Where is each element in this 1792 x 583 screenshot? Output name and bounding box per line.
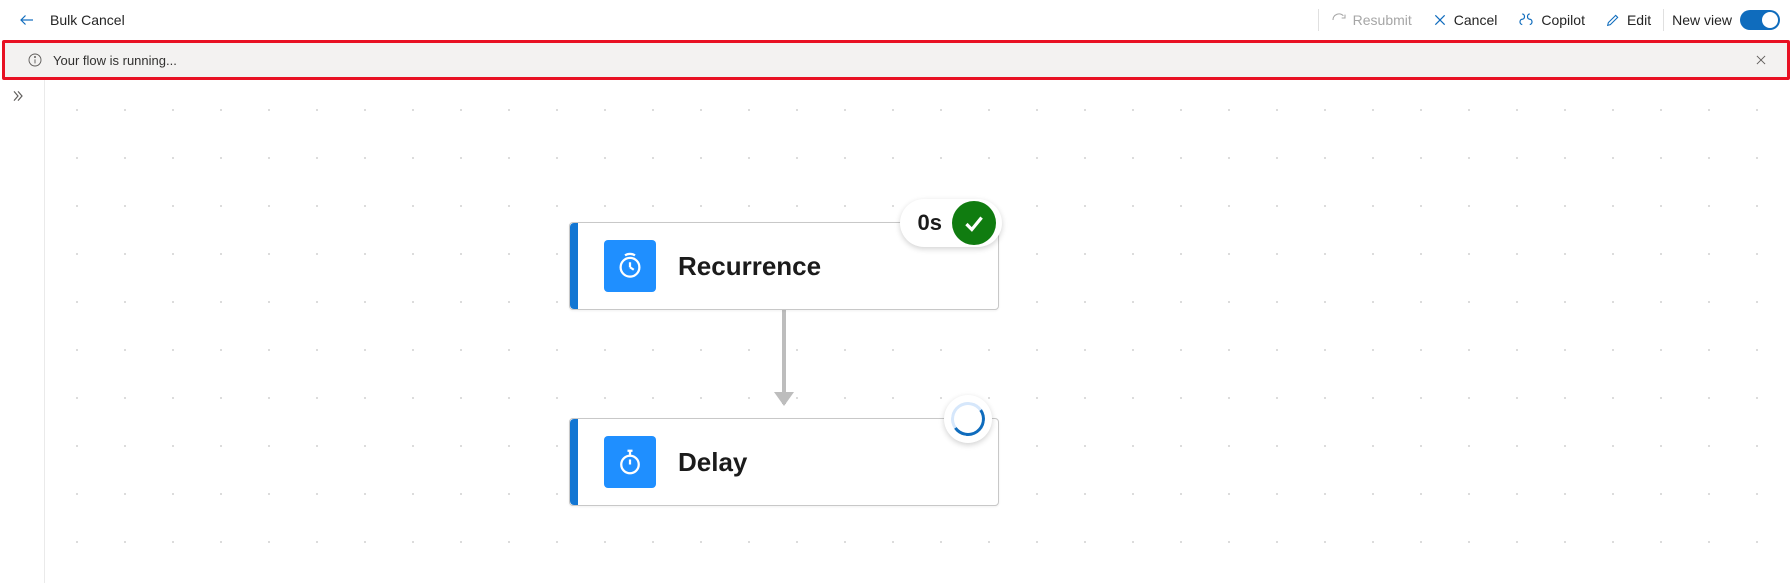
copilot-button[interactable]: Copilot: [1507, 4, 1595, 36]
close-icon: [1754, 53, 1768, 67]
copilot-label: Copilot: [1541, 12, 1585, 28]
check-icon: [961, 210, 987, 236]
new-view-toggle[interactable]: [1740, 10, 1780, 30]
new-view-label: New view: [1672, 12, 1732, 28]
back-button[interactable]: [18, 11, 36, 29]
clock-icon: [615, 251, 645, 281]
arrow-left-icon: [18, 11, 36, 29]
divider: [1318, 9, 1319, 31]
node-label: Recurrence: [678, 251, 821, 282]
flow-node-delay[interactable]: Delay: [569, 418, 999, 506]
refresh-icon: [1331, 12, 1347, 28]
banner-text: Your flow is running...: [53, 53, 177, 68]
expand-panel-button[interactable]: [10, 88, 26, 109]
copilot-icon: [1517, 11, 1535, 29]
new-view-toggle-group: New view: [1666, 10, 1780, 30]
node-stripe: [570, 419, 578, 505]
cancel-label: Cancel: [1454, 12, 1498, 28]
stopwatch-icon: [615, 447, 645, 477]
workspace: Recurrence 0s Delay: [0, 80, 1792, 583]
node-duration: 0s: [918, 210, 942, 236]
flow-connector: [782, 310, 786, 404]
command-bar: Bulk Cancel Resubmit Cancel Copilot Edit…: [0, 0, 1792, 40]
success-icon: [952, 201, 996, 245]
resubmit-button: Resubmit: [1321, 4, 1422, 36]
edit-label: Edit: [1627, 12, 1651, 28]
status-banner: Your flow is running...: [5, 43, 1787, 77]
node-stripe: [570, 223, 578, 309]
node-status-badge: 0s: [900, 199, 1002, 247]
edit-button[interactable]: Edit: [1595, 4, 1661, 36]
spinner-icon: [948, 399, 987, 438]
divider: [1663, 9, 1664, 31]
close-icon: [1432, 12, 1448, 28]
flow-canvas[interactable]: Recurrence 0s Delay: [44, 80, 1792, 583]
node-label: Delay: [678, 447, 747, 478]
info-icon: [27, 52, 43, 68]
delay-icon: [604, 436, 656, 488]
page-title: Bulk Cancel: [50, 12, 125, 28]
pencil-icon: [1605, 12, 1621, 28]
resubmit-label: Resubmit: [1353, 12, 1412, 28]
cancel-button[interactable]: Cancel: [1422, 4, 1508, 36]
banner-close-button[interactable]: [1747, 46, 1775, 74]
chevrons-right-icon: [10, 88, 26, 104]
banner-highlight: Your flow is running...: [2, 40, 1790, 80]
node-status-badge: [944, 395, 992, 443]
recurrence-icon: [604, 240, 656, 292]
flow-node-recurrence[interactable]: Recurrence 0s: [569, 222, 999, 310]
